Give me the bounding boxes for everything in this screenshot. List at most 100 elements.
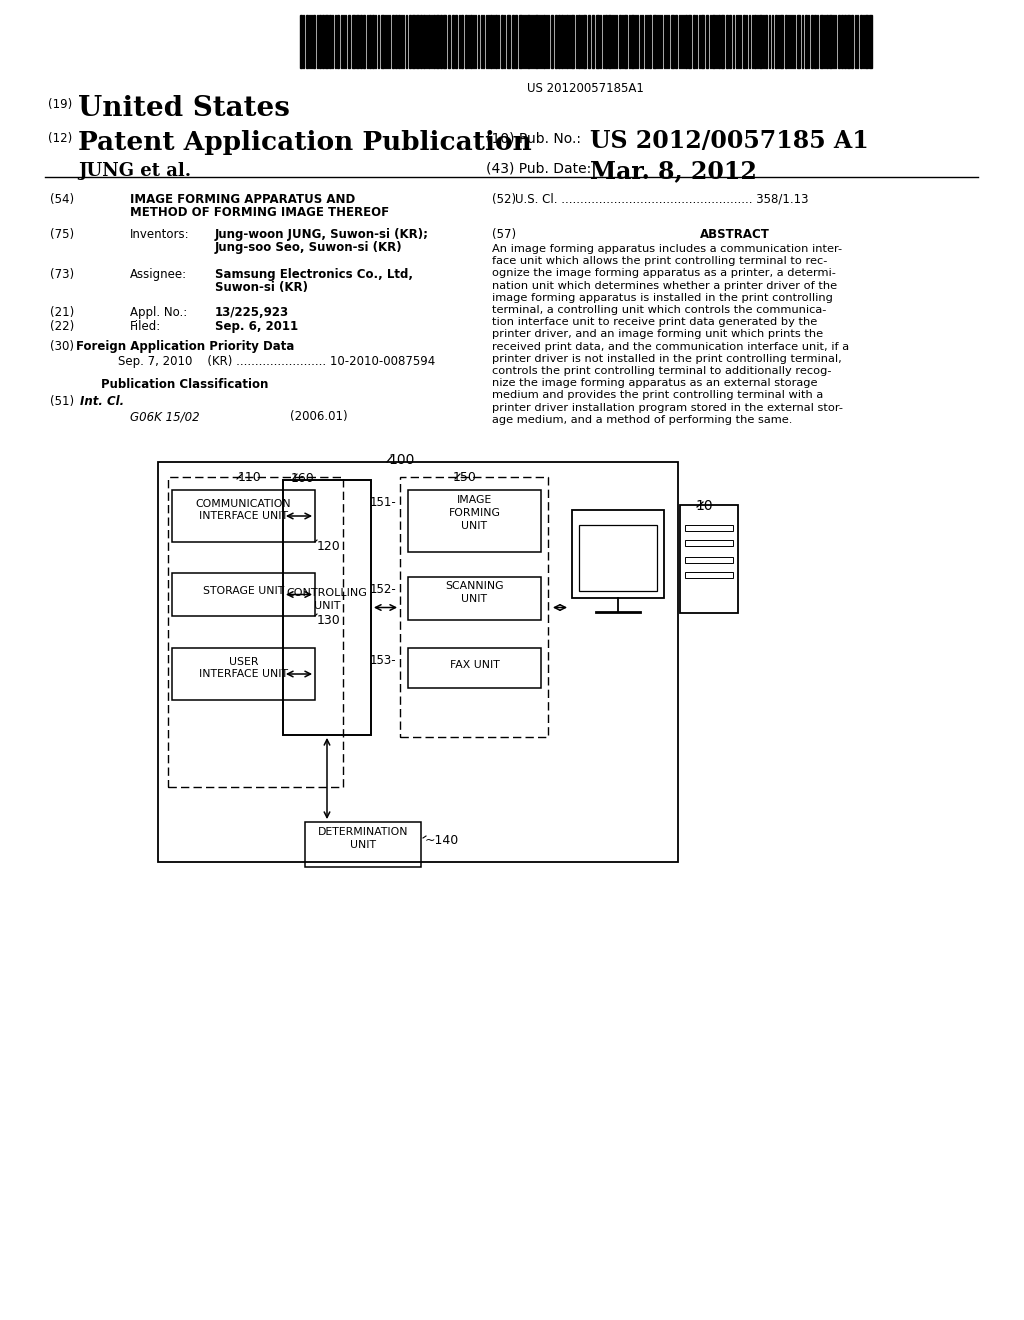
Text: G06K 15/02: G06K 15/02 xyxy=(130,411,200,422)
Text: Sep. 7, 2010    (KR) ........................ 10-2010-0087594: Sep. 7, 2010 (KR) ......................… xyxy=(118,355,435,368)
Text: 151-: 151- xyxy=(370,496,396,510)
Bar xyxy=(706,15,708,69)
Text: Inventors:: Inventors: xyxy=(130,228,189,242)
Bar xyxy=(685,540,733,546)
Text: Mar. 8, 2012: Mar. 8, 2012 xyxy=(590,158,757,183)
Bar xyxy=(551,15,553,69)
Text: 110: 110 xyxy=(238,471,262,484)
Text: (10) Pub. No.:: (10) Pub. No.: xyxy=(486,132,581,147)
Text: (52): (52) xyxy=(492,193,516,206)
Bar xyxy=(356,15,359,69)
Bar xyxy=(820,15,823,69)
Bar xyxy=(470,15,472,69)
Text: Assignee:: Assignee: xyxy=(130,268,187,281)
Text: received print data, and the communication interface unit, if a: received print data, and the communicati… xyxy=(492,342,849,351)
Text: 120: 120 xyxy=(317,540,341,553)
Bar xyxy=(608,15,611,69)
Bar xyxy=(300,15,302,69)
Text: Suwon-si (KR): Suwon-si (KR) xyxy=(215,281,308,294)
Bar xyxy=(841,15,843,69)
Bar xyxy=(322,15,324,69)
Bar xyxy=(729,15,731,69)
Bar xyxy=(851,15,853,69)
Text: controls the print controlling terminal to additionally recog-: controls the print controlling terminal … xyxy=(492,366,831,376)
Bar xyxy=(596,15,599,69)
Text: (51): (51) xyxy=(50,395,74,408)
Bar xyxy=(671,15,674,69)
Bar xyxy=(653,15,656,69)
Text: 152-: 152- xyxy=(370,583,396,597)
Text: 150: 150 xyxy=(453,471,477,484)
Text: COMMUNICATION
INTERFACE UNIT: COMMUNICATION INTERFACE UNIT xyxy=(196,499,291,521)
Bar xyxy=(535,15,538,69)
Bar xyxy=(693,15,695,69)
Text: (22): (22) xyxy=(50,319,75,333)
Text: SCANNING
UNIT: SCANNING UNIT xyxy=(445,581,504,605)
Text: image forming apparatus is installed in the print controlling: image forming apparatus is installed in … xyxy=(492,293,833,302)
Bar xyxy=(592,15,594,69)
Bar xyxy=(838,15,840,69)
Bar xyxy=(826,15,828,69)
Text: Foreign Application Priority Data: Foreign Application Priority Data xyxy=(76,341,294,352)
Text: Appl. No.:: Appl. No.: xyxy=(130,306,187,319)
Bar xyxy=(168,477,343,787)
Text: 153-: 153- xyxy=(370,653,396,667)
Bar xyxy=(785,15,787,69)
Bar xyxy=(712,15,715,69)
Bar xyxy=(452,15,454,69)
Text: U.S. Cl. ................................................... 358/1.13: U.S. Cl. ...............................… xyxy=(515,193,809,206)
Bar xyxy=(685,572,733,578)
Text: terminal, a controlling unit which controls the communica-: terminal, a controlling unit which contr… xyxy=(492,305,826,315)
Bar xyxy=(675,15,677,69)
Bar xyxy=(306,15,308,69)
Text: Samsung Electronics Co., Ltd,: Samsung Electronics Co., Ltd, xyxy=(215,268,413,281)
Text: tion interface unit to receive print data generated by the: tion interface unit to receive print dat… xyxy=(492,317,817,327)
Bar xyxy=(805,15,807,69)
Bar xyxy=(829,15,831,69)
Text: ognize the image forming apparatus as a printer, a determi-: ognize the image forming apparatus as a … xyxy=(492,268,836,279)
Bar xyxy=(329,15,331,69)
Bar xyxy=(579,525,657,591)
Text: US 2012/0057185 A1: US 2012/0057185 A1 xyxy=(590,129,868,153)
Bar xyxy=(372,15,374,69)
Bar xyxy=(558,15,560,69)
Bar xyxy=(754,15,756,69)
Text: face unit which allows the print controlling terminal to rec-: face unit which allows the print control… xyxy=(492,256,827,267)
Bar xyxy=(649,15,651,69)
Bar xyxy=(869,15,872,69)
Bar xyxy=(348,15,350,69)
Bar xyxy=(726,15,728,69)
Text: An image forming apparatus includes a communication inter-: An image forming apparatus includes a co… xyxy=(492,244,842,253)
Text: Int. Cl.: Int. Cl. xyxy=(80,395,124,408)
Bar xyxy=(465,15,467,69)
Bar xyxy=(543,15,545,69)
Text: age medium, and a method of performing the same.: age medium, and a method of performing t… xyxy=(492,414,793,425)
Bar xyxy=(408,490,541,552)
Bar xyxy=(743,15,745,69)
Bar xyxy=(395,15,397,69)
Bar xyxy=(721,15,724,69)
Bar xyxy=(718,15,720,69)
Bar xyxy=(797,15,800,69)
Text: Sep. 6, 2011: Sep. 6, 2011 xyxy=(215,319,298,333)
Text: Publication Classification: Publication Classification xyxy=(101,378,268,391)
Bar xyxy=(325,15,328,69)
Bar xyxy=(283,480,371,735)
Text: 160: 160 xyxy=(291,473,314,484)
Text: ABSTRACT: ABSTRACT xyxy=(700,228,770,242)
Bar xyxy=(507,15,510,69)
Bar xyxy=(461,15,463,69)
Bar xyxy=(605,15,607,69)
Bar xyxy=(400,477,548,737)
Text: JUNG et al.: JUNG et al. xyxy=(78,162,191,180)
Bar xyxy=(680,506,738,612)
Text: IMAGE
FORMING
UNIT: IMAGE FORMING UNIT xyxy=(449,495,501,531)
Bar xyxy=(433,15,435,69)
Text: nation unit which determines whether a printer driver of the: nation unit which determines whether a p… xyxy=(492,281,838,290)
Bar xyxy=(501,15,503,69)
Text: IMAGE FORMING APPARATUS AND: IMAGE FORMING APPARATUS AND xyxy=(130,193,355,206)
Text: United States: United States xyxy=(78,95,290,121)
Bar xyxy=(688,15,691,69)
Text: 10: 10 xyxy=(695,499,713,513)
Bar xyxy=(572,510,664,598)
